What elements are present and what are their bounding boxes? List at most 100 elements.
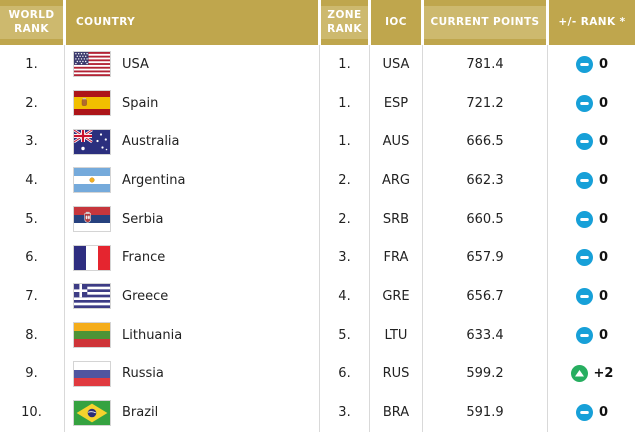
current-points-value: 656.7 (466, 288, 504, 304)
country-name: Spain (122, 95, 159, 111)
world-rank-value: 9. (25, 366, 38, 382)
current-points-value: 657.9 (466, 250, 504, 266)
table-row: 2. Spain 1. ESP 721.2 0 (0, 84, 635, 123)
zone-rank-value: 5. (338, 327, 351, 343)
zone-rank-value: 1. (338, 134, 351, 150)
table-row: 3. Australia 1. AUS 666.5 0 (0, 122, 635, 161)
zone-rank-value: 6. (338, 366, 351, 382)
world-rank-value: 8. (25, 327, 38, 343)
rank-same-icon (575, 249, 593, 267)
rank-same-icon (575, 133, 593, 151)
rank-change-value: 0 (598, 327, 609, 343)
header-rank-change[interactable]: +/- RANK * (549, 0, 635, 45)
table-row: 8. Lithuania 5. LTU 633.4 0 (0, 316, 635, 355)
country-cell: Lithuania (66, 316, 318, 355)
table-row: 9. Russia 6. RUS 599.2 +2 (0, 355, 635, 394)
column-separator (319, 45, 320, 432)
country-cell: Russia (66, 355, 318, 394)
world-rank-value: 4. (25, 172, 38, 188)
header-world-rank[interactable]: WORLD RANK (0, 0, 63, 45)
country-name: France (122, 250, 166, 266)
world-rank-value: 6. (25, 250, 38, 266)
rank-same-icon (575, 326, 593, 344)
zone-rank-value: 2. (338, 211, 351, 227)
country-name: Argentina (122, 172, 186, 188)
rank-change-value: 0 (598, 134, 609, 150)
header-country[interactable]: COUNTRY (66, 0, 318, 45)
ioc-code: FRA (383, 250, 409, 266)
column-separator (422, 45, 423, 432)
current-points-value: 633.4 (466, 327, 504, 343)
world-rank-value: 1. (25, 56, 38, 72)
current-points-value: 660.5 (466, 211, 504, 227)
table-row: 10. Brazil 3. BRA 591.9 0 (0, 393, 635, 432)
header-current-points[interactable]: CURRENT POINTS (424, 0, 546, 45)
country-cell: USA (66, 45, 318, 84)
world-rank-value: 7. (25, 288, 38, 304)
rank-change-cell: 0 (549, 393, 635, 432)
rank-same-icon (575, 94, 593, 112)
usa-flag-icon (73, 51, 111, 78)
current-points-value: 591.9 (466, 405, 504, 421)
rank-same-icon (575, 404, 593, 422)
rank-change-value: 0 (598, 405, 609, 421)
country-name: Russia (122, 366, 164, 382)
rank-change-value: 0 (598, 172, 609, 188)
country-cell: Australia (66, 122, 318, 161)
ioc-code: ARG (382, 172, 410, 188)
current-points-value: 721.2 (466, 95, 504, 111)
greece-flag-icon (73, 283, 111, 310)
rank-change-value: 0 (598, 56, 609, 72)
rank-up-icon (570, 365, 588, 383)
rank-same-icon (575, 171, 593, 189)
header-zone-rank[interactable]: ZONE RANK (321, 0, 368, 45)
zone-rank-value: 1. (338, 95, 351, 111)
table-row: 4. Argentina 2. ARG 662.3 0 (0, 161, 635, 200)
current-points-value: 662.3 (466, 172, 504, 188)
country-cell: France (66, 238, 318, 277)
zone-rank-value: 4. (338, 288, 351, 304)
rank-change-value: 0 (598, 95, 609, 111)
argentina-flag-icon (73, 167, 111, 194)
rank-change-value: 0 (598, 288, 609, 304)
country-cell: Serbia (66, 200, 318, 239)
ioc-code: ESP (383, 95, 409, 111)
column-separator (547, 45, 548, 432)
table-row: 1. USA 1. USA 781.4 0 (0, 45, 635, 84)
rank-change-cell: +2 (549, 355, 635, 394)
rank-change-cell: 0 (549, 238, 635, 277)
ioc-code: SRB (382, 211, 410, 227)
rank-change-cell: 0 (549, 277, 635, 316)
ioc-code: LTU (384, 327, 408, 343)
country-name: Lithuania (122, 327, 183, 343)
zone-rank-value: 3. (338, 250, 351, 266)
country-cell: Argentina (66, 161, 318, 200)
country-name: USA (122, 56, 149, 72)
country-cell: Greece (66, 277, 318, 316)
table-row: 6. France 3. FRA 657.9 0 (0, 238, 635, 277)
rank-same-icon (575, 287, 593, 305)
zone-rank-value: 2. (338, 172, 351, 188)
header-ioc[interactable]: IOC (371, 0, 421, 45)
russia-flag-icon (73, 360, 111, 387)
column-separator (64, 45, 65, 432)
ioc-code: GRE (382, 288, 410, 304)
current-points-value: 599.2 (466, 366, 504, 382)
column-separator (369, 45, 370, 432)
rank-change-value: +2 (593, 366, 614, 382)
rank-same-icon (575, 55, 593, 73)
current-points-value: 781.4 (466, 56, 504, 72)
rank-change-cell: 0 (549, 45, 635, 84)
table-header-row: WORLD RANK COUNTRY ZONE RANK IOC CURRENT… (0, 0, 635, 45)
serbia-flag-icon (73, 206, 111, 233)
country-cell: Spain (66, 84, 318, 123)
australia-flag-icon (73, 128, 111, 155)
brazil-flag-icon (73, 399, 111, 426)
country-name: Greece (122, 288, 169, 304)
zone-rank-value: 3. (338, 405, 351, 421)
table-body: 1. USA 1. USA 781.4 0 2. (0, 45, 635, 432)
rank-change-cell: 0 (549, 161, 635, 200)
rank-change-cell: 0 (549, 200, 635, 239)
rank-same-icon (575, 210, 593, 228)
